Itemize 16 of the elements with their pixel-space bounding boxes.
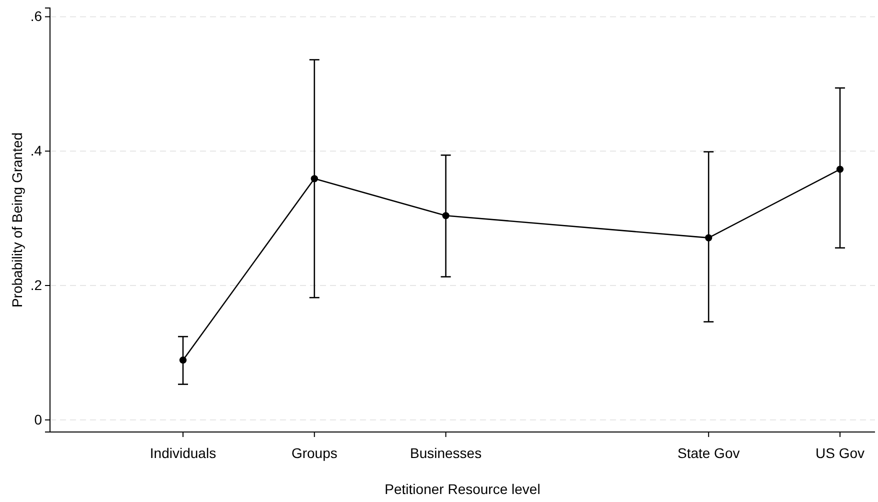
point [836,166,844,173]
x-tick-label: US Gov [815,445,865,462]
point [179,356,187,364]
x-tick-label: Individuals [150,445,216,462]
x-tick-label: Groups [291,445,338,462]
y-tick-label: .4 [30,142,42,159]
y-tick-label: .6 [30,8,42,24]
point [705,234,712,242]
y-tick-label: 0 [34,411,42,428]
y-axis-title: Probability of Being Granted [9,132,25,308]
y-tick-label: .2 [30,276,42,293]
x-axis-title: Petitioner Resource level [384,481,540,497]
x-tick-label: State Gov [677,445,740,462]
point [310,175,318,182]
point [442,212,450,220]
x-tick-label: Businesses [410,445,482,462]
